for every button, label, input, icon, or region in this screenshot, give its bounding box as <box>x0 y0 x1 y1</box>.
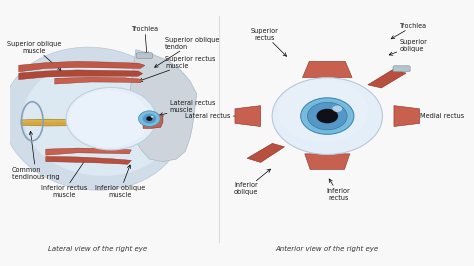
Text: Anterior view of the right eye: Anterior view of the right eye <box>276 246 379 252</box>
Polygon shape <box>143 114 163 128</box>
Text: Superior oblique
tendon: Superior oblique tendon <box>155 37 219 67</box>
Ellipse shape <box>3 47 183 190</box>
Polygon shape <box>129 50 197 162</box>
Polygon shape <box>368 70 406 88</box>
Polygon shape <box>235 106 261 127</box>
Ellipse shape <box>332 106 342 112</box>
Polygon shape <box>19 70 143 80</box>
Ellipse shape <box>278 80 368 142</box>
Text: Trochlea: Trochlea <box>391 23 427 39</box>
Text: Inferior
oblique: Inferior oblique <box>234 169 271 196</box>
Ellipse shape <box>138 111 160 127</box>
Polygon shape <box>46 148 131 155</box>
Polygon shape <box>21 119 80 126</box>
Polygon shape <box>46 156 131 164</box>
Polygon shape <box>247 143 284 163</box>
Polygon shape <box>19 61 145 72</box>
Text: Common
tendinous ring: Common tendinous ring <box>12 131 60 180</box>
Ellipse shape <box>151 116 154 118</box>
Ellipse shape <box>66 88 156 150</box>
Text: Medial rectus: Medial rectus <box>401 113 464 119</box>
Text: Lateral rectus
muscle: Lateral rectus muscle <box>160 101 215 116</box>
Text: Inferior oblique
muscle: Inferior oblique muscle <box>95 165 145 198</box>
Ellipse shape <box>68 90 149 147</box>
Polygon shape <box>305 154 350 169</box>
Polygon shape <box>302 61 352 77</box>
Polygon shape <box>394 106 419 127</box>
Ellipse shape <box>301 98 354 134</box>
Text: Trochlea: Trochlea <box>131 26 158 55</box>
Text: Lateral view of the right eye: Lateral view of the right eye <box>48 246 147 252</box>
Ellipse shape <box>317 109 338 123</box>
Ellipse shape <box>143 114 156 124</box>
Text: Inferior
rectus: Inferior rectus <box>327 179 350 201</box>
FancyBboxPatch shape <box>393 66 410 72</box>
Text: Inferior rectus
muscle: Inferior rectus muscle <box>41 158 87 198</box>
Polygon shape <box>55 77 143 84</box>
Ellipse shape <box>146 116 153 121</box>
Text: Lateral rectus: Lateral rectus <box>185 113 252 119</box>
Ellipse shape <box>272 78 383 155</box>
Text: Superior oblique
muscle: Superior oblique muscle <box>7 40 62 71</box>
FancyBboxPatch shape <box>137 53 153 59</box>
Ellipse shape <box>23 61 177 176</box>
Text: Superior rectus
muscle: Superior rectus muscle <box>139 56 216 81</box>
Polygon shape <box>21 120 80 122</box>
Text: Superior
rectus: Superior rectus <box>250 28 286 56</box>
Text: Superior
oblique: Superior oblique <box>389 39 427 55</box>
Ellipse shape <box>308 102 347 130</box>
